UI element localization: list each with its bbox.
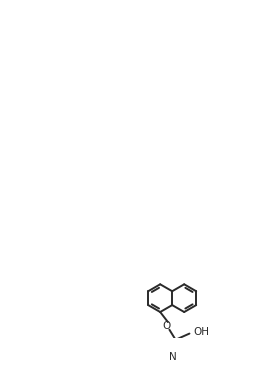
Text: O: O [162, 321, 170, 331]
Text: N: N [169, 352, 176, 362]
Text: OH: OH [193, 327, 209, 337]
